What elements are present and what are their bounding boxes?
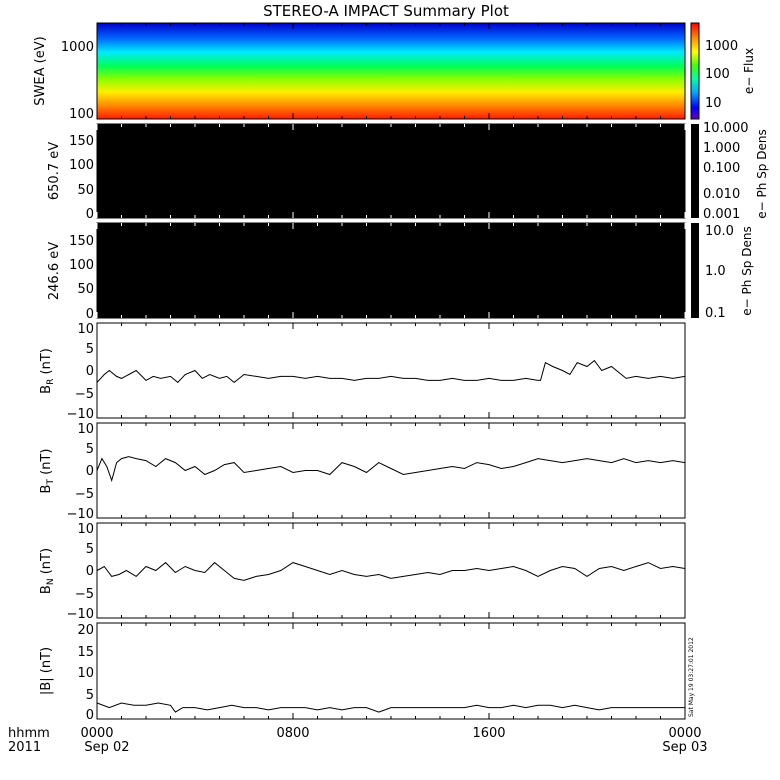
bmag-frame: [96, 622, 686, 720]
pad-246-colorbar: [691, 223, 699, 318]
br-ytick-m10: −10: [67, 407, 94, 422]
bmag-ytick-0: 0: [86, 708, 94, 723]
bn-ytick-m10: −10: [67, 607, 94, 622]
bn-ylabel: BN (nT): [39, 548, 56, 594]
bt-ytick-5: 5: [86, 442, 94, 457]
bn-panel: 10 5 0 −5 −10 BN (nT): [39, 522, 686, 622]
br-ytick-10: 10: [77, 322, 94, 337]
time-tick-0000: 0000: [80, 726, 113, 741]
bt-ytick-10: 10: [77, 422, 94, 437]
pad-246-cb-tick-10: 10.0: [705, 224, 734, 239]
pad-650-ylabel: 650.7 eV: [47, 142, 62, 200]
generation-timestamp: Sat May 19 03:27:01 2012: [688, 637, 695, 717]
bn-ytick-5: 5: [86, 542, 94, 557]
bn-ylabel-sub: N: [46, 578, 56, 585]
bn-ytick-0: 0: [86, 564, 94, 579]
bt-ylabel: BT (nT): [39, 449, 56, 494]
pad-246-ytick-50: 50: [77, 282, 94, 297]
pad-246-cb-label: e− Ph Sp Dens: [740, 226, 754, 315]
pad-246-ytick-150: 150: [69, 234, 94, 249]
pad-246-cb-tick-0.1: 0.1: [705, 306, 726, 321]
pad-246-ytick-0: 0: [86, 307, 94, 322]
swea-cb-label: e− Flux: [742, 48, 756, 94]
time-axis-row1-label: hhmm: [8, 726, 50, 741]
br-series-line: [96, 359, 686, 384]
bt-ylabel-unit: (nT): [39, 449, 54, 479]
br-ylabel: BR (nT): [39, 348, 56, 394]
pad-650-cb-tick-10: 10.000: [703, 121, 749, 136]
br-panel: 10 5 0 −5 −10 BR (nT): [39, 322, 686, 422]
bt-panel: 10 5 0 −5 −10 BT (nT): [39, 422, 686, 522]
pad-650-colorbar: [691, 124, 699, 218]
bn-ytick-m5: −5: [75, 587, 94, 602]
pad-246-panel: 150 100 50 0 246.6 eV 10.0 1.0 0.1 e− Ph…: [47, 222, 754, 322]
swea-cb-tick-1000: 1000: [705, 39, 738, 54]
pad-246-ylabel: 246.6 eV: [47, 242, 62, 300]
bt-ylabel-main: B: [39, 485, 54, 494]
br-ylabel-sub: R: [46, 379, 56, 385]
swea-cb-tick-10: 10: [705, 96, 722, 111]
bmag-ytick-15: 15: [77, 645, 94, 660]
figure-title: STEREO-A IMPACT Summary Plot: [263, 2, 509, 20]
swea-cb-tick-100: 100: [705, 67, 730, 82]
pad-650-ytick-150: 150: [69, 134, 94, 149]
pad-650-ytick-50: 50: [77, 183, 94, 198]
pad-650-ytick-100: 100: [69, 158, 94, 173]
pad-650-panel: 150 100 50 0 650.7 eV 10.000 1.000 0.100…: [47, 121, 769, 222]
swea-ytick-100: 100: [69, 107, 94, 122]
bt-series-line: [96, 456, 686, 483]
br-ytick-5: 5: [86, 342, 94, 357]
bt-ytick-m10: −10: [67, 507, 94, 522]
time-tick-2400: 0000: [668, 726, 701, 741]
br-ytick-m5: −5: [75, 387, 94, 402]
bmag-panel: 20 15 10 5 0 |B| (nT) Sat May 19 03:27:0…: [39, 622, 695, 723]
br-ylabel-main: B: [39, 385, 54, 394]
pad-246-cb-tick-1: 1.0: [705, 264, 726, 279]
swea-colorbar: [690, 22, 700, 120]
time-tick-2400-date: Sep 03: [662, 740, 707, 755]
time-tick-1600: 1600: [472, 726, 505, 741]
time-axis: hhmm 2011 0000 Sep 02 0800 1600 0000 Sep…: [8, 726, 708, 755]
br-ytick-0: 0: [86, 364, 94, 379]
pad-650-cb-tick-0.01: 0.010: [703, 187, 740, 202]
pad-650-cb-tick-1: 1.000: [703, 141, 740, 156]
time-tick-0800: 0800: [276, 726, 309, 741]
bmag-series-line: [96, 702, 685, 713]
pad-650-cb-tick-0.001: 0.001: [703, 207, 740, 222]
bmag-ytick-20: 20: [77, 623, 94, 638]
bn-ylabel-unit: (nT): [39, 548, 54, 578]
pad-246-image: [96, 222, 686, 319]
bmag-ylabel: |B| (nT): [39, 647, 54, 695]
swea-ylabel: SWEA (eV): [33, 36, 48, 105]
time-tick-0000-date: Sep 02: [84, 740, 129, 755]
bn-ytick-10: 10: [77, 522, 94, 537]
bn-ylabel-main: B: [39, 585, 54, 594]
time-axis-row2-label: 2011: [8, 740, 41, 755]
swea-panel: 1000 100 SWEA (eV) 1000 100 10 e− Flux: [33, 22, 756, 122]
bt-ylabel-sub: T: [46, 479, 56, 486]
bt-ytick-m5: −5: [75, 487, 94, 502]
bmag-ytick-5: 5: [86, 688, 94, 703]
swea-ytick-1000: 1000: [61, 40, 94, 55]
pad-650-cb-label: e− Ph Sp Dens: [755, 129, 769, 218]
pad-650-ytick-0: 0: [86, 207, 94, 222]
br-frame: [96, 322, 686, 419]
pad-650-cb-tick-0.1: 0.100: [703, 161, 740, 176]
tick-marks: [96, 23, 686, 719]
pad-246-ytick-100: 100: [69, 258, 94, 273]
pad-650-image: [96, 123, 686, 219]
bt-ytick-0: 0: [86, 464, 94, 479]
swea-spectrogram: [97, 23, 685, 119]
bn-series-line: [96, 561, 686, 581]
bmag-ytick-10: 10: [77, 666, 94, 681]
br-ylabel-unit: (nT): [39, 348, 54, 378]
